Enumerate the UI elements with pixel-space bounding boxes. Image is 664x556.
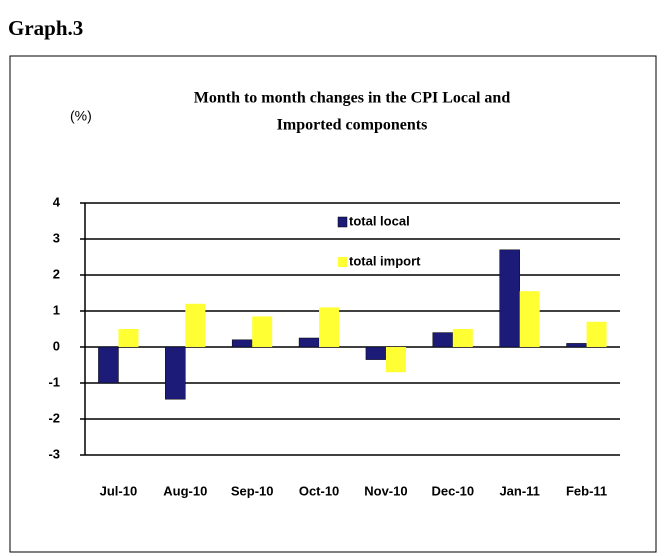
- chart-frame: [9, 55, 657, 553]
- x-tick-label: Jul-10: [100, 483, 138, 498]
- bar: [499, 249, 520, 348]
- x-tick-label: Dec-10: [431, 483, 474, 498]
- bar: [118, 329, 139, 347]
- bar: [231, 339, 253, 348]
- bar: [165, 346, 186, 400]
- y-tick-label: 3: [53, 230, 60, 245]
- x-tick-label: Aug-10: [163, 483, 207, 498]
- bar: [452, 329, 473, 347]
- y-tick-label: 0: [53, 338, 60, 353]
- bar: [566, 343, 587, 348]
- legend-label: total import: [349, 253, 421, 268]
- x-tick-label: Oct-10: [299, 483, 339, 498]
- chart-title: Imported components: [277, 117, 428, 134]
- x-tick-label: Feb-11: [566, 483, 607, 498]
- legend-swatch: [337, 216, 348, 228]
- bar: [519, 291, 540, 347]
- y-tick-label: 1: [53, 302, 60, 317]
- x-tick-label: Jan-11: [499, 483, 539, 498]
- y-tick-label: -1: [48, 374, 60, 389]
- y-tick-label: -2: [48, 410, 60, 425]
- bar: [98, 346, 119, 384]
- bar: [185, 303, 206, 347]
- legend-label: total local: [349, 213, 410, 228]
- heading: Graph.3: [8, 16, 83, 40]
- legend-swatch: [338, 257, 347, 267]
- bar: [586, 321, 607, 347]
- y-axis-label: (%): [70, 108, 92, 124]
- bar: [432, 332, 454, 348]
- bar: [365, 346, 387, 360]
- bar: [385, 347, 406, 373]
- chart-title: Month to month changes in the CPI Local …: [194, 90, 511, 107]
- y-tick-label: -3: [48, 446, 60, 461]
- x-tick-label: Nov-10: [364, 483, 407, 498]
- bar: [298, 337, 320, 348]
- bar: [252, 316, 273, 347]
- x-tick-label: Sep-10: [231, 483, 274, 498]
- bar: [319, 307, 340, 347]
- y-tick-label: 2: [53, 266, 60, 281]
- y-tick-label: 4: [53, 194, 61, 209]
